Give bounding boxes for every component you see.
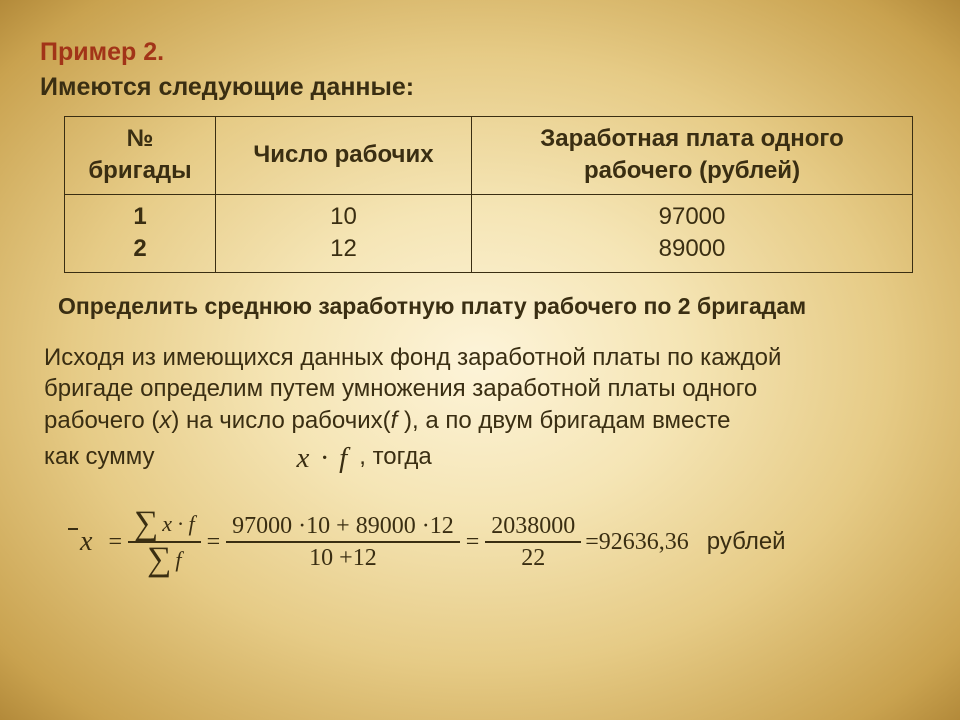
sigma-icon: ∑ (147, 545, 171, 576)
cell-brigade-1: 1 (133, 203, 146, 230)
para-after-expr: , тогда (359, 441, 431, 473)
sum-den: ∑ f (147, 545, 181, 576)
frac2-num: 97000 ·10 + 89000 ·12 (226, 511, 460, 541)
equals-1: = (108, 529, 122, 556)
example-subtitle: Имеются следующие данные: (40, 73, 926, 102)
inline-formula-line: как сумму x · f , тогда (44, 437, 926, 477)
frac2-den: 10 +12 (303, 543, 383, 573)
col-header-salary-l1: Заработная плата одного (540, 125, 843, 152)
explanation-paragraph: Исходя из имеющихся данных фонд заработн… (44, 342, 926, 477)
cell-brigade: 1 2 (65, 194, 216, 272)
result-value: =92636,36 (585, 529, 689, 556)
sum-num-expr: x · f (162, 512, 194, 536)
main-equation: x = ∑ x · f ∑ f = 97000 ·10 + 89000 ·12 … (80, 507, 926, 578)
col-header-brigade: № бригады (65, 117, 216, 195)
table-header-row: № бригады Число рабочих Заработная плата… (65, 117, 913, 195)
result-unit: рублей (707, 528, 786, 556)
xbar: x (80, 526, 98, 558)
cell-brigade-2: 2 (133, 235, 146, 262)
para-l3c: ), а по двум бригадам вместе (404, 407, 730, 434)
inline-expr-xf: x · f (297, 439, 350, 477)
fraction-substituted: 97000 ·10 + 89000 ·12 10 +12 (226, 511, 460, 573)
col-header-salary: Заработная плата одного рабочего (рублей… (472, 117, 913, 195)
para-l3b: ) на число рабочих( (171, 407, 390, 434)
cell-workers: 10 12 (216, 194, 472, 272)
para-l3a: рабочего ( (44, 407, 159, 434)
cell-salary-1: 97000 (659, 203, 726, 230)
equals-3: = (466, 529, 480, 556)
frac3-den: 22 (515, 543, 551, 573)
col-header-brigade-l1: № (127, 125, 154, 152)
col-header-workers: Число рабочих (216, 117, 472, 195)
col-header-brigade-l2: бригады (88, 157, 191, 184)
table-data-row: 1 2 10 12 97000 89000 (65, 194, 913, 272)
sigma-icon: ∑ (134, 509, 158, 540)
sum-num: ∑ x · f (134, 509, 195, 540)
cell-workers-1: 10 (330, 203, 357, 230)
cell-salary: 97000 89000 (472, 194, 913, 272)
cell-workers-2: 12 (330, 235, 357, 262)
var-f: f (391, 407, 404, 434)
para-l1: Исходя из имеющихся данных фонд заработн… (44, 344, 781, 371)
task-text: Определить среднюю заработную плату рабо… (58, 293, 926, 320)
var-x: x (159, 407, 171, 434)
col-header-salary-l2: рабочего (рублей) (584, 157, 800, 184)
data-table: № бригады Число рабочих Заработная плата… (64, 116, 913, 273)
sum-den-expr: f (175, 548, 181, 572)
cell-salary-2: 89000 (659, 235, 726, 262)
equals-2: = (207, 529, 221, 556)
para-l4: как сумму (44, 441, 155, 473)
fraction-result: 2038000 22 (485, 511, 581, 573)
para-l2: бригаде определим путем умножения зарабо… (44, 375, 757, 402)
example-title: Пример 2. (40, 38, 926, 67)
fraction-sums: ∑ x · f ∑ f (128, 507, 201, 578)
frac3-num: 2038000 (485, 511, 581, 541)
